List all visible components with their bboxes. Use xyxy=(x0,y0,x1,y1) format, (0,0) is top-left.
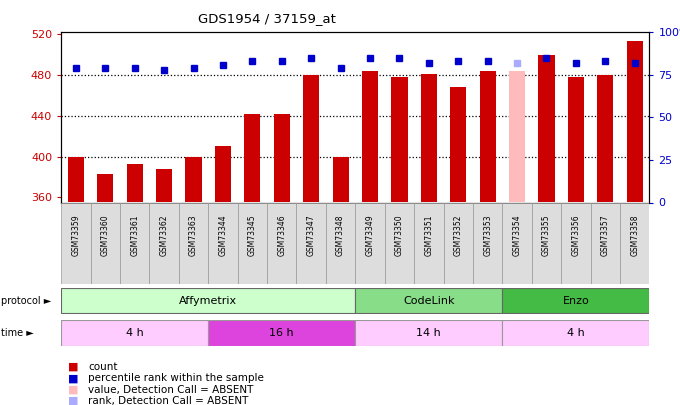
Text: value, Detection Call = ABSENT: value, Detection Call = ABSENT xyxy=(88,385,254,394)
Bar xyxy=(450,87,466,202)
Text: CodeLink: CodeLink xyxy=(403,296,454,306)
Bar xyxy=(539,55,555,202)
Bar xyxy=(503,288,649,313)
Bar xyxy=(238,202,267,284)
Text: 16 h: 16 h xyxy=(269,328,294,338)
Bar xyxy=(244,114,260,202)
Bar xyxy=(503,202,532,284)
Text: ■: ■ xyxy=(68,362,78,372)
Text: 14 h: 14 h xyxy=(416,328,441,338)
Text: ■: ■ xyxy=(68,373,78,383)
Bar xyxy=(620,202,649,284)
Bar xyxy=(126,164,143,202)
Text: GSM73348: GSM73348 xyxy=(336,215,345,256)
Bar xyxy=(355,320,503,346)
Text: GSM73347: GSM73347 xyxy=(307,215,316,256)
Bar xyxy=(414,202,443,284)
Text: count: count xyxy=(88,362,118,372)
Text: GSM73363: GSM73363 xyxy=(189,215,198,256)
Bar xyxy=(97,174,114,202)
Text: GSM73344: GSM73344 xyxy=(218,215,227,256)
Bar xyxy=(626,40,643,202)
Bar xyxy=(532,202,561,284)
Bar xyxy=(568,77,584,202)
Bar xyxy=(61,288,355,313)
Text: time ►: time ► xyxy=(1,328,33,338)
Text: GSM73350: GSM73350 xyxy=(395,215,404,256)
Text: GSM73360: GSM73360 xyxy=(101,215,109,256)
Bar xyxy=(479,71,496,202)
Bar xyxy=(355,288,503,313)
Bar xyxy=(443,202,473,284)
Text: GSM73349: GSM73349 xyxy=(366,215,375,256)
Bar xyxy=(597,75,613,202)
Text: GSM73356: GSM73356 xyxy=(571,215,580,256)
Bar xyxy=(590,202,620,284)
Text: 4 h: 4 h xyxy=(567,328,585,338)
Bar xyxy=(296,202,326,284)
Bar xyxy=(503,320,649,346)
Text: Enzo: Enzo xyxy=(562,296,590,306)
Text: GDS1954 / 37159_at: GDS1954 / 37159_at xyxy=(198,12,336,25)
Text: percentile rank within the sample: percentile rank within the sample xyxy=(88,373,265,383)
Bar xyxy=(267,202,296,284)
Bar xyxy=(61,320,208,346)
Bar xyxy=(120,202,150,284)
Text: rank, Detection Call = ABSENT: rank, Detection Call = ABSENT xyxy=(88,396,249,405)
Bar xyxy=(208,320,355,346)
Bar xyxy=(150,202,179,284)
Text: GSM73354: GSM73354 xyxy=(513,215,522,256)
Bar xyxy=(61,202,90,284)
Bar xyxy=(362,71,378,202)
Text: GSM73357: GSM73357 xyxy=(601,215,610,256)
Bar xyxy=(156,169,172,202)
Bar xyxy=(326,202,355,284)
Text: 4 h: 4 h xyxy=(126,328,143,338)
Text: GSM73359: GSM73359 xyxy=(71,215,80,256)
Text: ■: ■ xyxy=(68,385,78,394)
Text: GSM73345: GSM73345 xyxy=(248,215,257,256)
Text: ■: ■ xyxy=(68,396,78,405)
Bar xyxy=(179,202,208,284)
Bar xyxy=(355,202,385,284)
Text: GSM73352: GSM73352 xyxy=(454,215,462,256)
Text: GSM73361: GSM73361 xyxy=(131,215,139,256)
Bar xyxy=(473,202,503,284)
Text: GSM73346: GSM73346 xyxy=(277,215,286,256)
Bar xyxy=(68,157,84,202)
Text: GSM73353: GSM73353 xyxy=(483,215,492,256)
Bar xyxy=(391,77,407,202)
Bar xyxy=(186,157,202,202)
Text: GSM73358: GSM73358 xyxy=(630,215,639,256)
Text: protocol ►: protocol ► xyxy=(1,296,51,306)
Bar xyxy=(385,202,414,284)
Bar xyxy=(90,202,120,284)
Bar xyxy=(208,202,237,284)
Bar xyxy=(303,75,320,202)
Bar xyxy=(561,202,590,284)
Bar xyxy=(509,71,525,202)
Bar xyxy=(333,157,349,202)
Text: GSM73351: GSM73351 xyxy=(424,215,433,256)
Bar xyxy=(215,147,231,202)
Bar xyxy=(273,114,290,202)
Text: GSM73362: GSM73362 xyxy=(160,215,169,256)
Bar xyxy=(421,74,437,202)
Text: Affymetrix: Affymetrix xyxy=(180,296,237,306)
Text: GSM73355: GSM73355 xyxy=(542,215,551,256)
